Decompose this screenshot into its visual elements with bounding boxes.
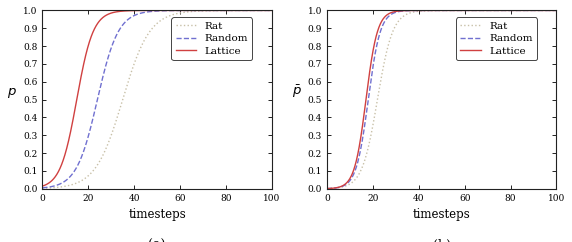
Lattice: [268, 9, 275, 12]
Lattice: [140, 9, 147, 12]
Legend: Rat, Random, Lattice: Rat, Random, Lattice: [172, 17, 252, 60]
Lattice: [62, 150, 69, 153]
Lattice: [507, 9, 514, 12]
Random: [424, 9, 431, 12]
Text: (a): (a): [148, 239, 166, 242]
Rat: [481, 9, 488, 12]
Lattice: [39, 185, 46, 188]
Rat: [222, 9, 229, 12]
Random: [268, 9, 275, 12]
X-axis label: timesteps: timesteps: [413, 208, 471, 221]
Random: [416, 9, 423, 12]
Lattice: [324, 187, 331, 190]
Legend: Rat, Random, Lattice: Rat, Random, Lattice: [456, 17, 537, 60]
Lattice: [481, 9, 488, 12]
Lattice: [416, 9, 423, 12]
Rat: [507, 9, 514, 12]
Line: Rat: Rat: [42, 10, 272, 188]
Random: [553, 9, 560, 12]
Lattice: [132, 9, 138, 12]
Random: [197, 9, 204, 12]
X-axis label: timesteps: timesteps: [128, 208, 186, 221]
Random: [481, 9, 488, 12]
Random: [132, 14, 138, 16]
Lattice: [424, 9, 431, 12]
Random: [502, 9, 509, 12]
Rat: [553, 9, 560, 12]
Random: [347, 179, 354, 182]
Lattice: [553, 9, 560, 12]
Random: [507, 9, 514, 12]
Random: [218, 9, 225, 12]
Y-axis label: $p$: $p$: [7, 86, 17, 100]
Rat: [132, 60, 138, 62]
Rat: [347, 182, 354, 185]
Line: Lattice: Lattice: [42, 10, 272, 186]
Lattice: [218, 9, 225, 12]
Lattice: [347, 176, 354, 179]
Rat: [39, 187, 46, 190]
Random: [62, 179, 69, 182]
Rat: [268, 9, 275, 12]
Rat: [218, 9, 225, 12]
Random: [324, 187, 331, 190]
Line: Random: Random: [327, 10, 557, 189]
Lattice: [197, 9, 204, 12]
Rat: [324, 187, 331, 190]
Rat: [62, 185, 69, 188]
Lattice: [502, 9, 509, 12]
Rat: [416, 10, 423, 13]
Line: Random: Random: [42, 10, 272, 188]
Random: [140, 11, 147, 14]
Rat: [424, 9, 431, 12]
Text: (b): (b): [432, 239, 451, 242]
Line: Rat: Rat: [327, 10, 557, 189]
Random: [39, 186, 46, 189]
Y-axis label: $\bar{p}$: $\bar{p}$: [292, 83, 301, 100]
Rat: [140, 41, 147, 44]
Lattice: [222, 9, 229, 12]
Rat: [502, 9, 509, 12]
Rat: [197, 10, 204, 13]
Line: Lattice: Lattice: [327, 10, 557, 189]
Random: [222, 9, 229, 12]
